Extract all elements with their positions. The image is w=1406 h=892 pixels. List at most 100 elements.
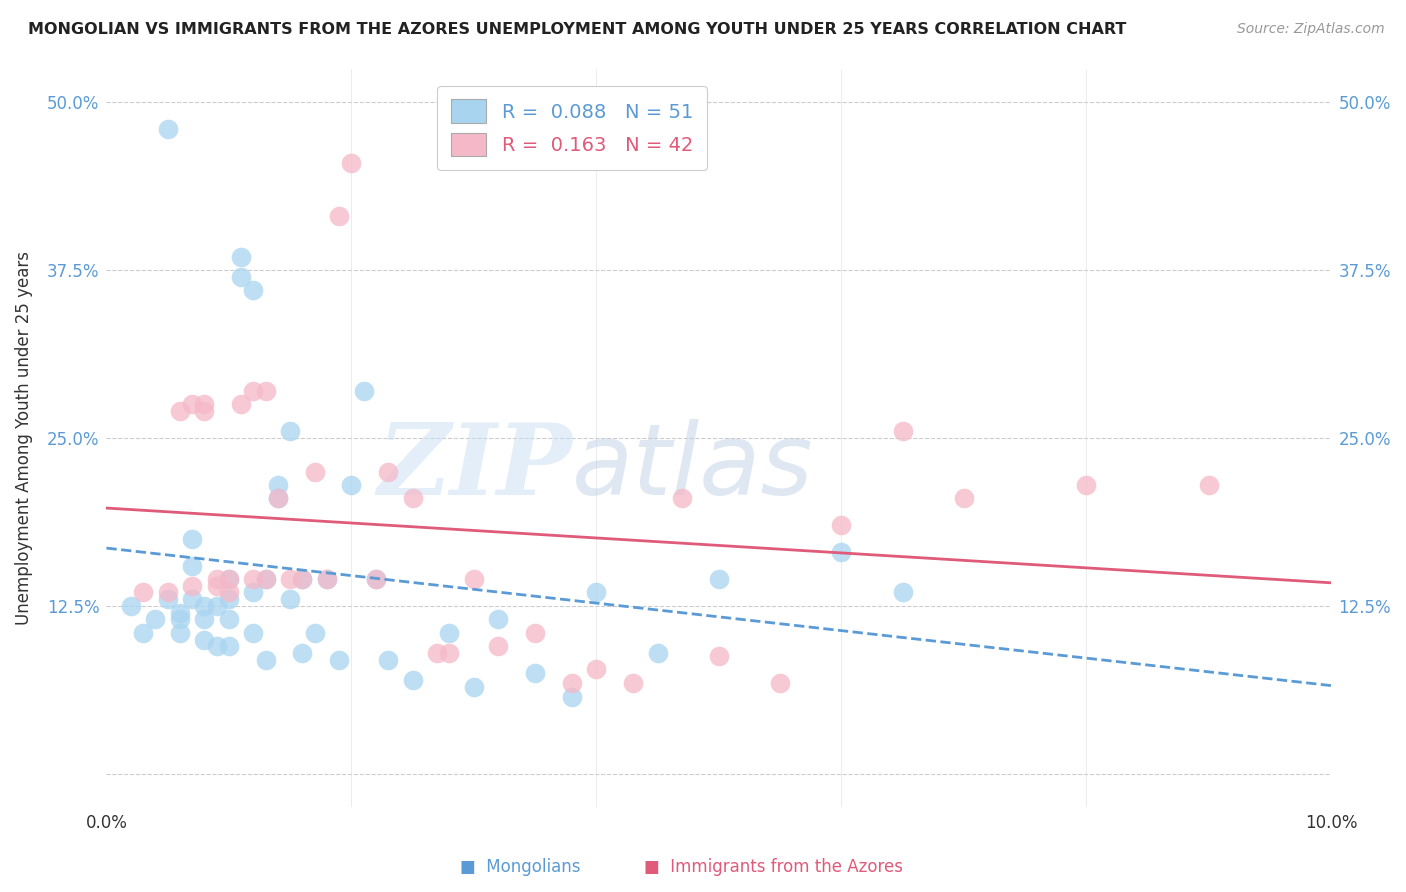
Point [830, 545, 852, 559]
Point [254, 572, 277, 586]
Point [891, 585, 914, 599]
Y-axis label: Unemployment Among Youth under 25 years: Unemployment Among Youth under 25 years [15, 251, 32, 625]
Point [267, 478, 290, 492]
Point [181, 558, 204, 573]
Point [463, 572, 485, 586]
Point [340, 155, 363, 169]
Point [328, 209, 350, 223]
Point [340, 478, 363, 492]
Point [205, 579, 228, 593]
Point [205, 599, 228, 613]
Point [585, 585, 607, 599]
Point [647, 646, 669, 660]
Point [561, 675, 583, 690]
Text: ZIP: ZIP [377, 419, 572, 516]
Point [402, 491, 425, 506]
Point [364, 572, 387, 586]
Point [1076, 478, 1098, 492]
Point [218, 585, 240, 599]
Point [242, 384, 264, 398]
Point [377, 465, 399, 479]
Point [181, 397, 204, 411]
Point [231, 269, 253, 284]
Point [377, 653, 399, 667]
Point [291, 646, 314, 660]
Point [439, 625, 461, 640]
Point [193, 404, 215, 418]
Text: Source: ZipAtlas.com: Source: ZipAtlas.com [1237, 22, 1385, 37]
Point [402, 673, 425, 687]
Point [267, 491, 290, 506]
Point [267, 491, 290, 506]
Point [953, 491, 976, 506]
Point [353, 384, 375, 398]
Point [707, 648, 730, 663]
Point [524, 666, 547, 681]
Point [707, 572, 730, 586]
Point [193, 612, 215, 626]
Point [304, 465, 326, 479]
Point [830, 518, 852, 533]
Point [181, 592, 204, 607]
Point [242, 625, 264, 640]
Point [242, 585, 264, 599]
Point [291, 572, 314, 586]
Text: ■  Mongolians: ■ Mongolians [460, 858, 581, 876]
Point [242, 283, 264, 297]
Point [291, 572, 314, 586]
Point [193, 599, 215, 613]
Point [585, 662, 607, 676]
Point [181, 532, 204, 546]
Point [169, 625, 191, 640]
Text: ■  Immigrants from the Azores: ■ Immigrants from the Azores [644, 858, 903, 876]
Point [218, 572, 240, 586]
Point [463, 680, 485, 694]
Point [488, 612, 510, 626]
Point [621, 675, 644, 690]
Text: atlas: atlas [572, 419, 814, 516]
Point [488, 639, 510, 653]
Point [181, 579, 204, 593]
Point [316, 572, 339, 586]
Point [132, 585, 155, 599]
Point [254, 384, 277, 398]
Point [156, 585, 179, 599]
Point [328, 653, 350, 667]
Point [218, 612, 240, 626]
Point [231, 397, 253, 411]
Point [218, 572, 240, 586]
Point [218, 592, 240, 607]
Point [671, 491, 693, 506]
Point [205, 639, 228, 653]
Point [439, 646, 461, 660]
Point [304, 625, 326, 640]
Point [231, 250, 253, 264]
Point [254, 653, 277, 667]
Point [891, 424, 914, 438]
Point [254, 572, 277, 586]
Point [769, 675, 792, 690]
Point [524, 625, 547, 640]
Point [278, 424, 301, 438]
Point [278, 572, 301, 586]
Point [242, 572, 264, 586]
Point [316, 572, 339, 586]
Point [169, 606, 191, 620]
Text: MONGOLIAN VS IMMIGRANTS FROM THE AZORES UNEMPLOYMENT AMONG YOUTH UNDER 25 YEARS : MONGOLIAN VS IMMIGRANTS FROM THE AZORES … [28, 22, 1126, 37]
Point [364, 572, 387, 586]
Point [132, 625, 155, 640]
Point [120, 599, 142, 613]
Point [169, 612, 191, 626]
Point [1198, 478, 1220, 492]
Legend: R =  0.088   N = 51, R =  0.163   N = 42: R = 0.088 N = 51, R = 0.163 N = 42 [437, 86, 707, 170]
Point [426, 646, 449, 660]
Point [156, 592, 179, 607]
Point [169, 404, 191, 418]
Point [156, 122, 179, 136]
Point [193, 397, 215, 411]
Point [561, 690, 583, 705]
Point [205, 572, 228, 586]
Point [193, 632, 215, 647]
Point [278, 592, 301, 607]
Point [145, 612, 167, 626]
